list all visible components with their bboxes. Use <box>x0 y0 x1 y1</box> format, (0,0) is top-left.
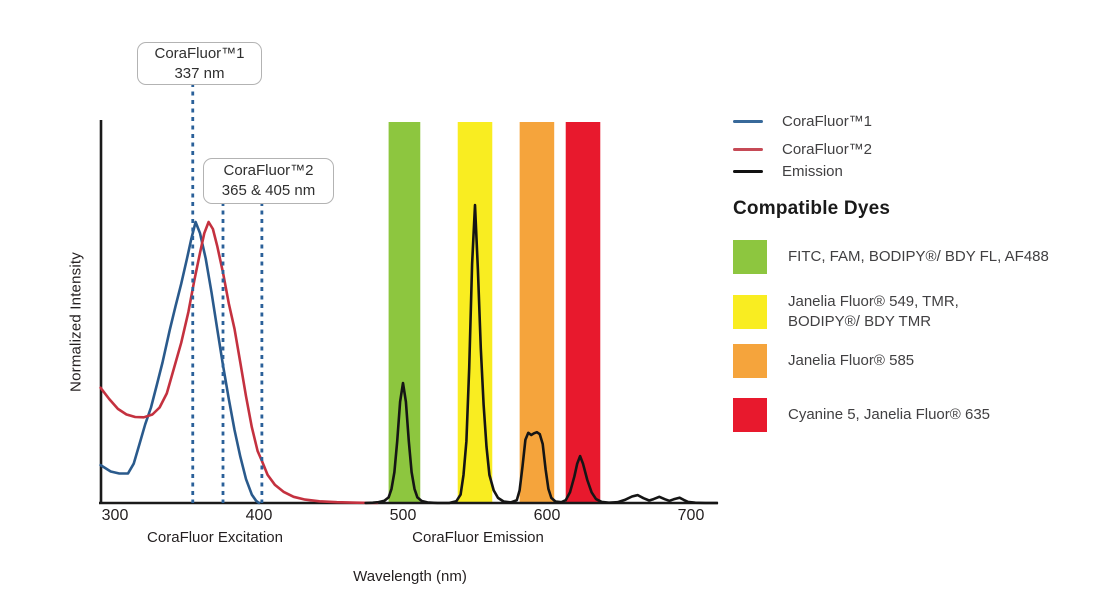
legend-item-corafluor2: CoraFluor™2 <box>733 140 872 159</box>
x-axis-label: Wavelength (nm) <box>353 568 467 585</box>
x-tick-700: 700 <box>677 507 705 524</box>
dye-label: Janelia Fluor® 549, TMR, BODIPY®/ BDY TM… <box>788 293 959 331</box>
curve-emission <box>364 203 719 505</box>
excitation-caption: CoraFluor Excitation <box>147 529 283 546</box>
dye-row-orange: Janelia Fluor® 585 <box>733 344 914 378</box>
x-tick-400: 400 <box>245 507 273 524</box>
dye-row-yellow: Janelia Fluor® 549, TMR, BODIPY®/ BDY TM… <box>733 292 959 333</box>
legend-label: CoraFluor™2 <box>782 141 873 158</box>
legend: CoraFluor™1 CoraFluor™2 Emission <box>733 112 872 181</box>
y-axis-label: Normalized Intensity <box>67 252 85 392</box>
callout-corafluor2-text: CoraFluor™2 365 & 405 nm <box>221 162 316 199</box>
dye-label: Cyanine 5, Janelia Fluor® 635 <box>788 405 991 423</box>
emission-caption: CoraFluor Emission <box>412 529 544 546</box>
curve-corafluor-1 <box>99 220 261 505</box>
legend-label: CoraFluor™1 <box>782 113 873 130</box>
curve-corafluor-2 <box>99 220 379 505</box>
filter-band-0 <box>388 122 421 503</box>
x-tick-300: 300 <box>101 507 129 524</box>
legend-label: Emission <box>782 163 843 180</box>
yellow-swatch <box>733 295 767 330</box>
legend-item-corafluor1: CoraFluor™1 <box>733 112 872 131</box>
filter-band-3 <box>565 122 601 503</box>
x-tick-600: 600 <box>533 507 561 524</box>
callout-corafluor2: CoraFluor™2 365 & 405 nm <box>203 158 334 204</box>
callout-corafluor1-text: CoraFluor™1 337 nm <box>154 44 245 82</box>
orange-swatch <box>733 344 767 378</box>
callout-corafluor1: CoraFluor™1 337 nm <box>137 42 262 85</box>
x-tick-500: 500 <box>389 507 417 524</box>
dye-row-red: Cyanine 5, Janelia Fluor® 635 <box>733 398 990 432</box>
legend-line-sample-blue <box>733 120 763 123</box>
dye-row-green: FITC, FAM, BODIPY®/ BDY FL, AF488 <box>733 240 1049 274</box>
dye-label: FITC, FAM, BODIPY®/ BDY FL, AF488 <box>788 247 1049 265</box>
green-swatch <box>733 240 767 274</box>
dye-label: Janelia Fluor® 585 <box>788 351 915 369</box>
compatible-dyes-heading: Compatible Dyes <box>733 198 891 219</box>
legend-line-sample-red <box>733 148 763 151</box>
legend-item-emission: Emission <box>733 162 872 181</box>
legend-line-sample-black <box>733 170 763 173</box>
spectra-plot <box>99 83 719 505</box>
red-swatch <box>733 398 767 432</box>
